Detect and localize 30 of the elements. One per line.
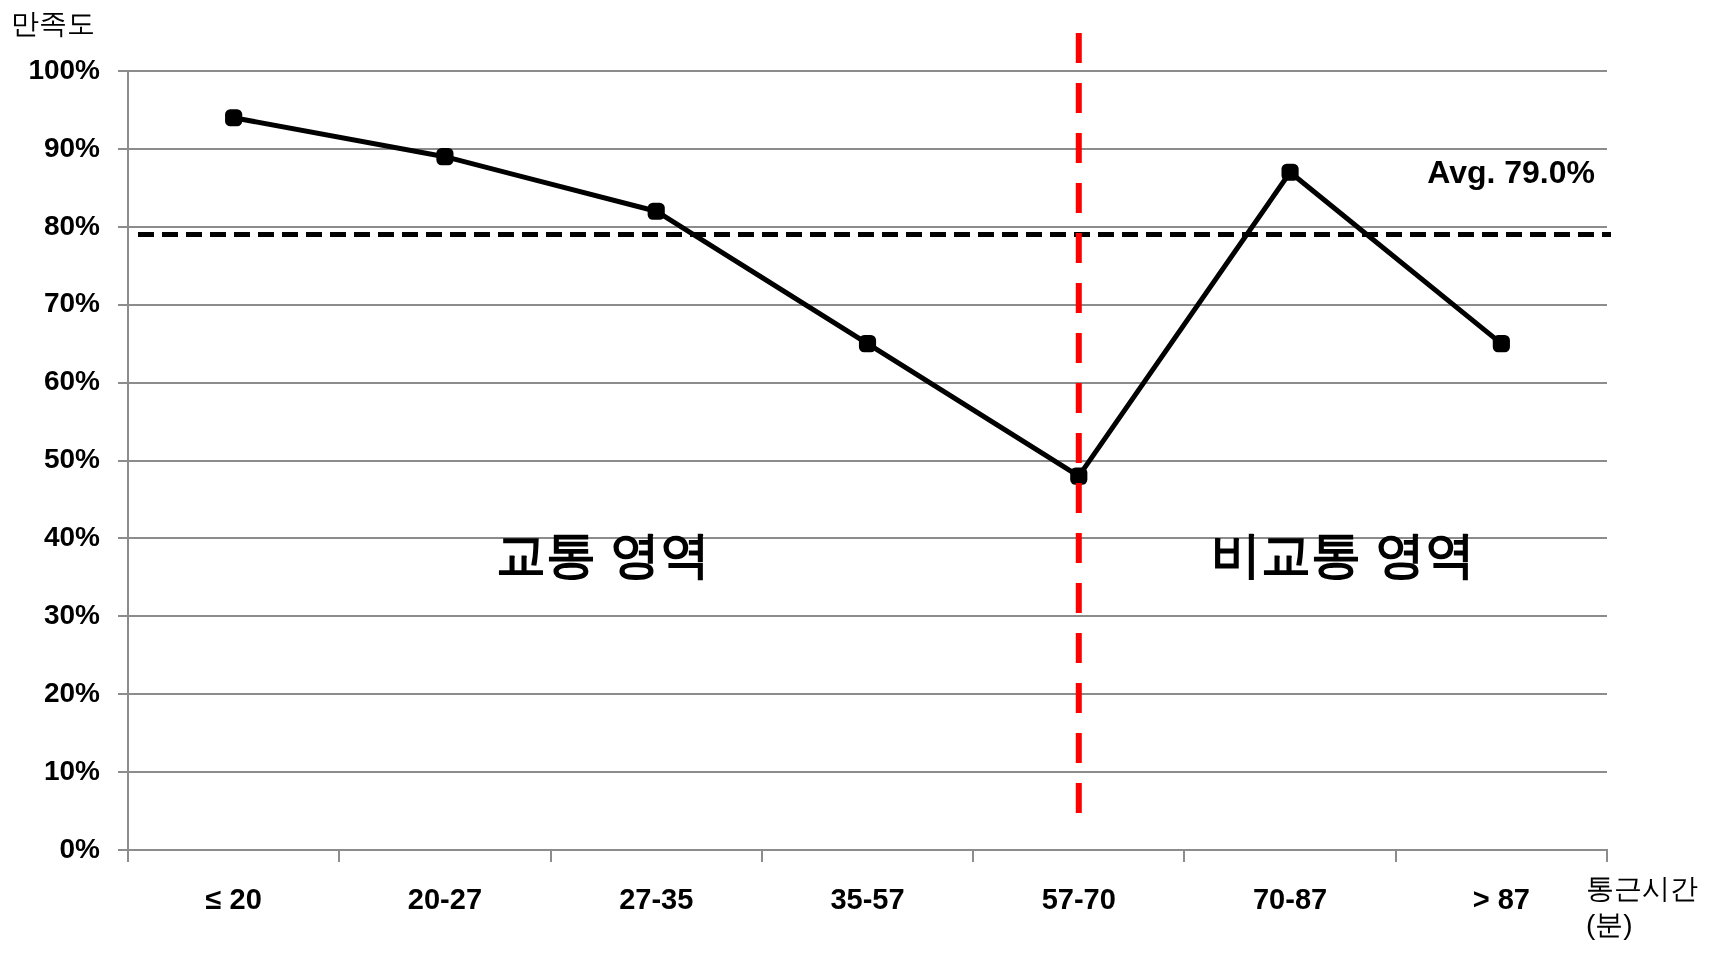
x-tick-label: 57-70 [1041, 883, 1116, 916]
x-tick-label: 20-27 [407, 883, 483, 916]
x-tick-label: > 87 [1472, 883, 1530, 916]
y-tick-label: 30% [43, 599, 101, 631]
x-tick-label: 70-87 [1252, 883, 1328, 916]
point [1070, 467, 1088, 485]
y-tick-label: 0% [59, 832, 101, 864]
y-tick-label: 70% [43, 287, 101, 319]
x-tick-label: 27-35 [619, 883, 694, 916]
y-tick-label: 50% [43, 443, 101, 475]
point [436, 148, 454, 166]
y-tick-label: 20% [43, 676, 101, 708]
y-tick-label: 80% [43, 209, 101, 241]
y-tick-label: 60% [43, 365, 101, 397]
y-tick-label: 40% [43, 521, 101, 553]
point [858, 335, 877, 353]
point [1281, 163, 1299, 181]
ref-line-label: Avg. 79.0% [1427, 154, 1595, 191]
y-axis-title: 만족도 [11, 7, 95, 39]
point [647, 202, 665, 220]
point [1492, 335, 1510, 353]
x-tick-label: 35-57 [830, 883, 905, 916]
annotation: 교통 영역 [496, 526, 711, 583]
y-tick-label: 10% [43, 754, 101, 786]
y-tick-label: 90% [43, 131, 101, 163]
x-tick-label: ≤ 20 [205, 883, 262, 916]
point [225, 109, 243, 127]
annotation: 비교통 영역 [1210, 526, 1475, 583]
y-tick-label: 100% [28, 53, 101, 85]
x-axis-title: 통근시간 (분) [1586, 872, 1698, 940]
